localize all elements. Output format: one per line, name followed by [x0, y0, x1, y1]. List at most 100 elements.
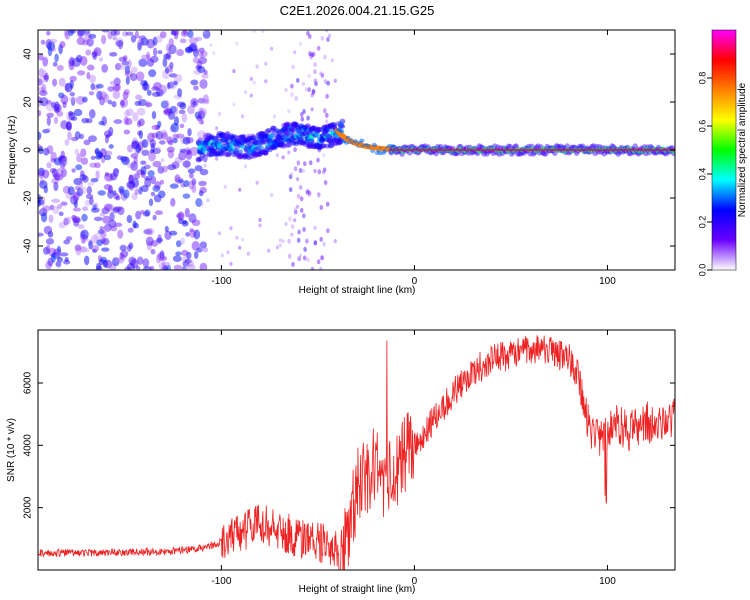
heatmap-cell: [138, 118, 145, 127]
heatmap-cell: [185, 136, 194, 144]
heatmap-cell: [224, 131, 231, 137]
heatmap-cell: [288, 187, 293, 193]
heatmap-cell: [68, 60, 75, 71]
heatmap-cell: [195, 157, 202, 163]
heatmap-cell: [67, 131, 72, 141]
heatmap-cell: [175, 213, 182, 219]
heatmap-cell: [330, 122, 337, 128]
heatmap-cell: [125, 31, 134, 36]
heatmap-cell: [223, 152, 230, 158]
heatmap-cell: [114, 63, 122, 71]
heatmap-cell: [66, 216, 72, 224]
heatmap-cell: [195, 36, 203, 42]
heatmap-cell: [322, 170, 326, 175]
heatmap-cell: [320, 143, 327, 149]
heatmap-cell: [170, 197, 176, 207]
heatmap-cell: [79, 133, 84, 140]
heatmap-cell: [146, 227, 155, 236]
heatmap-cell: [46, 112, 55, 118]
heatmap-cell: [184, 159, 190, 170]
heatmap-cell: [188, 180, 195, 190]
heatmap-cell: [313, 240, 318, 246]
heatmap-cell: [302, 255, 307, 261]
heatmap-cell: [200, 120, 204, 125]
heatmap-cell: [144, 175, 153, 181]
heatmap-cell: [73, 108, 83, 117]
heatmap-cell: [325, 201, 330, 207]
heatmap-cell: [103, 130, 112, 138]
heatmap-cell: [71, 214, 77, 220]
heatmap-cell: [316, 259, 321, 265]
heatmap-cell: [269, 133, 276, 138]
heatmap-cell: [130, 152, 139, 159]
heatmap-cell: [308, 160, 313, 166]
heatmap-cell: [179, 123, 185, 129]
heatmap-cell: [212, 51, 216, 56]
heatmap-cell: [91, 51, 98, 56]
heatmap-cell: [74, 244, 82, 252]
heatmap-cell: [89, 109, 96, 119]
heatmap-cell: [163, 53, 171, 59]
snr-y-label: SNR (10 * v/v): [6, 418, 17, 482]
heatmap-cell: [299, 196, 304, 202]
heatmap-cell: [179, 148, 188, 153]
heatmap-cell: [135, 94, 143, 101]
heatmap-cell: [302, 109, 306, 114]
heatmap-cell: [53, 157, 63, 166]
heatmap-cell: [81, 238, 86, 244]
heatmap-cell: [156, 237, 163, 243]
heatmap-cell: [187, 105, 195, 115]
heatmap-cell: [146, 51, 151, 61]
heatmap-cell: [93, 47, 102, 57]
heatmap-cell: [101, 63, 109, 73]
heatmap-cell: [93, 48, 99, 54]
heatmap-cell: [327, 33, 332, 38]
heatmap-cell: [103, 259, 113, 269]
heatmap-cell: [43, 147, 50, 156]
heatmap-cell: [140, 170, 146, 179]
heatmap-cell: [168, 111, 176, 120]
heatmap-cell: [152, 148, 161, 154]
heatmap-cell: [130, 34, 137, 43]
heatmap-cell: [40, 212, 48, 223]
heatmap-cell: [109, 51, 118, 57]
heatmap-cell: [58, 211, 64, 217]
heatmap-cell: [132, 177, 140, 188]
heatmap-cell: [151, 86, 160, 91]
heatmap-cell: [319, 205, 324, 210]
heatmap-cell: [182, 160, 191, 168]
heatmap-cell: [141, 54, 150, 60]
heatmap-cell: [149, 55, 159, 63]
heatmap-cell: [117, 256, 125, 264]
heatmap-cell: [107, 31, 113, 40]
heatmap-cell: [293, 147, 297, 153]
heatmap-cell: [191, 177, 197, 186]
heatmap-cell: [322, 241, 326, 247]
heatmap-cell: [135, 144, 142, 153]
heatmap-cell: [136, 256, 144, 265]
heatmap-cell: [298, 184, 303, 190]
heatmap-cell: [88, 135, 97, 143]
heatmap-cell: [158, 262, 166, 270]
heatmap-cell: [201, 73, 209, 79]
heatmap-cell: [288, 174, 293, 180]
heatmap-cell: [103, 184, 112, 190]
heatmap-cell: [308, 34, 312, 39]
heatmap-cell: [119, 254, 127, 260]
heatmap-cell: [278, 238, 282, 243]
heatmap-cell: [56, 256, 63, 263]
heatmap-cell: [167, 139, 174, 146]
heatmap-cell: [118, 56, 127, 62]
heatmap-cell: [101, 116, 108, 127]
heatmap-cell: [46, 30, 51, 36]
heatmap-cell: [71, 215, 81, 223]
heatmap-cell: [113, 167, 119, 178]
heatmap-cell: [46, 99, 52, 105]
heatmap-cell: [63, 217, 70, 226]
heatmap-cell: [237, 154, 244, 160]
heatmap-cell: [249, 76, 253, 81]
heatmap-cell: [160, 100, 169, 109]
heatmap-cell: [203, 134, 209, 140]
heatmap-cell: [159, 31, 167, 39]
heatmap-cell: [64, 139, 70, 146]
